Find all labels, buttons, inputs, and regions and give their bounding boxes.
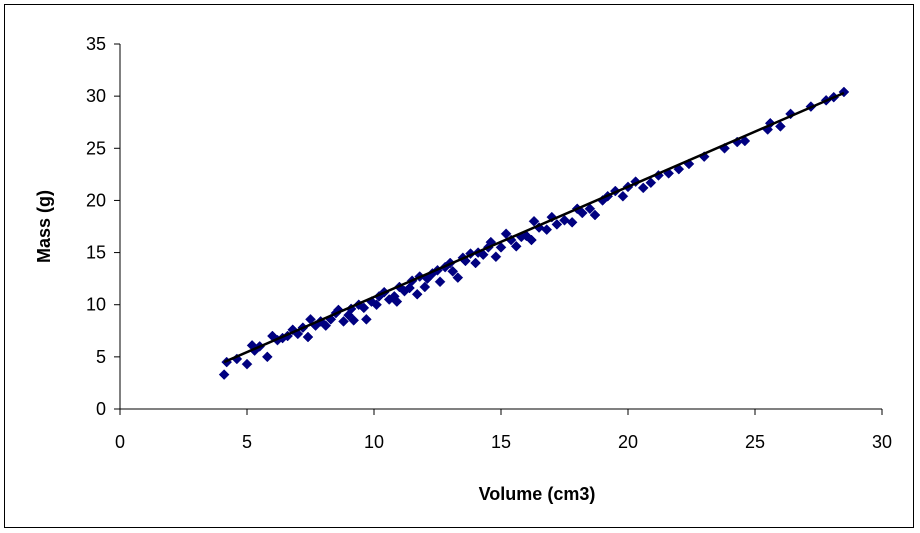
data-point bbox=[358, 302, 370, 314]
trendline-group bbox=[223, 91, 845, 364]
data-point bbox=[452, 272, 464, 283]
data-point bbox=[637, 182, 649, 194]
x-tick-label: 25 bbox=[745, 432, 765, 452]
data-point bbox=[261, 351, 273, 363]
trendline bbox=[223, 91, 845, 364]
y-tick-label: 20 bbox=[86, 190, 106, 210]
data-point bbox=[411, 288, 423, 300]
y-tick-label: 15 bbox=[86, 243, 106, 263]
data-point bbox=[361, 313, 372, 325]
tick-labels: 0 5 10 15 20 25 30 35 0 5 10 15 20 25 30 bbox=[86, 34, 892, 452]
data-point bbox=[559, 214, 570, 226]
y-tick-label: 10 bbox=[86, 295, 106, 315]
data-point bbox=[338, 316, 349, 327]
chart-frame bbox=[4, 4, 914, 528]
data-point bbox=[320, 320, 332, 331]
y-tick-label: 0 bbox=[96, 399, 106, 419]
data-point bbox=[584, 203, 596, 215]
data-point bbox=[302, 331, 314, 343]
y-axis-title: Mass (g) bbox=[34, 190, 54, 263]
data-point bbox=[495, 242, 507, 253]
data-point bbox=[576, 207, 588, 219]
x-axis-title: Volume (cm3) bbox=[479, 484, 596, 504]
data-point bbox=[645, 177, 657, 189]
x-tick-label: 20 bbox=[618, 432, 638, 452]
data-point bbox=[434, 276, 446, 288]
x-tick-label: 10 bbox=[364, 432, 384, 452]
x-tick-label: 5 bbox=[242, 432, 252, 452]
x-tick-label: 30 bbox=[872, 432, 892, 452]
y-tick-label: 5 bbox=[96, 347, 106, 367]
data-point bbox=[391, 296, 403, 307]
data-point bbox=[241, 358, 253, 370]
data-point bbox=[419, 281, 431, 293]
data-point bbox=[218, 369, 230, 380]
data-point bbox=[551, 219, 563, 230]
data-point bbox=[371, 299, 382, 311]
data-point bbox=[447, 265, 459, 277]
data-point bbox=[348, 315, 360, 326]
data-point bbox=[589, 209, 601, 221]
y-tick-label: 35 bbox=[86, 34, 106, 54]
y-tick-label: 30 bbox=[86, 86, 106, 106]
data-point bbox=[477, 249, 489, 261]
x-tick-label: 0 bbox=[115, 432, 125, 452]
y-tick-label: 25 bbox=[86, 138, 106, 158]
data-point bbox=[617, 190, 629, 202]
data-point bbox=[526, 234, 537, 246]
data-point bbox=[541, 224, 553, 235]
x-tick-label: 15 bbox=[491, 432, 511, 452]
data-point bbox=[566, 216, 578, 228]
data-point bbox=[470, 257, 481, 269]
data-point bbox=[739, 135, 751, 147]
data-point bbox=[775, 121, 786, 132]
axes bbox=[114, 43, 883, 415]
data-point bbox=[490, 251, 502, 263]
data-point bbox=[510, 240, 522, 252]
